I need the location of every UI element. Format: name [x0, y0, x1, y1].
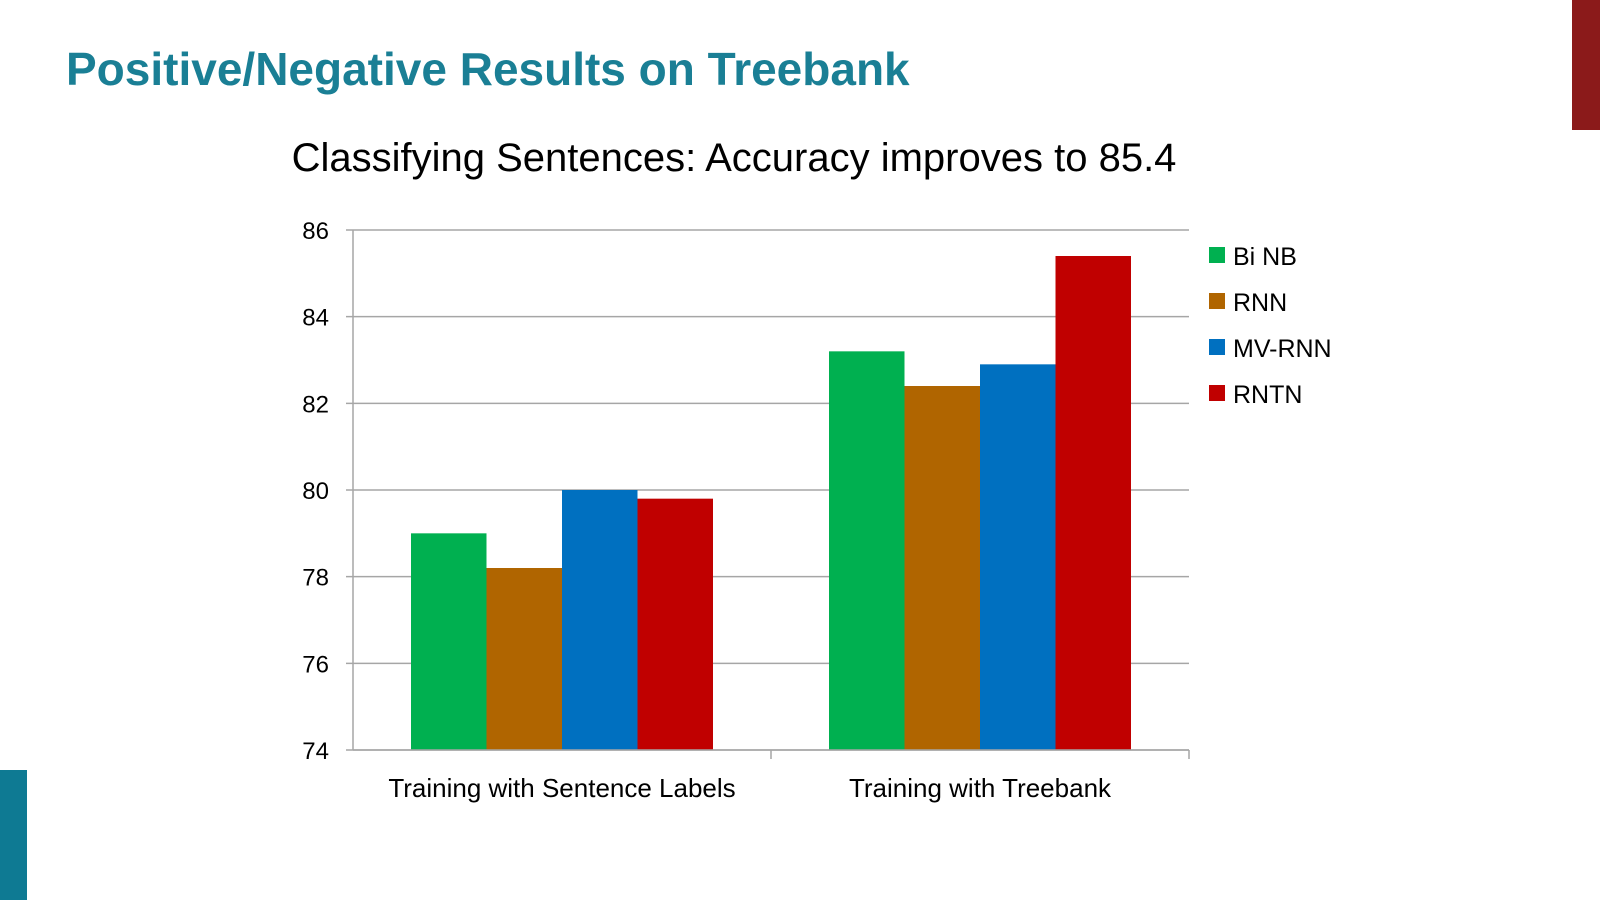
accent-bar-bottom-left [0, 770, 27, 900]
legend-label: RNN [1233, 289, 1287, 317]
legend-swatch-rntn [1209, 385, 1225, 401]
y-tick-label: 76 [302, 651, 329, 678]
legend-label: RNTN [1233, 381, 1302, 409]
legend-swatch-rnn [1209, 293, 1225, 309]
y-tick-label: 80 [302, 478, 329, 505]
y-tick-label: 74 [302, 738, 329, 765]
bar-rnn-1 [486, 568, 562, 750]
y-tick-label: 82 [302, 391, 329, 418]
bar-mv-rnn-1 [562, 490, 638, 750]
y-tick-label: 86 [302, 218, 329, 245]
bar-bi-nb-1 [411, 533, 487, 750]
legend-label: MV-RNN [1233, 335, 1332, 363]
accent-bar-top-right [1572, 0, 1600, 130]
axes: 74 76 78 80 82 84 86 Training with Sentence Lab… [302, 218, 1190, 803]
bar-rnn-2 [904, 386, 980, 750]
chart-title: Classifying Sentences: Accuracy improves… [292, 136, 1177, 180]
x-category-label: Training with Treebank [849, 773, 1112, 803]
y-tick-label: 78 [302, 565, 329, 592]
bar-bi-nb-2 [829, 351, 905, 750]
legend-swatch-bi-nb [1209, 247, 1225, 263]
legend-label: Bi NB [1233, 243, 1297, 271]
x-category-label: Training with Sentence Labels [388, 773, 735, 803]
slide-title: Positive/Negative Results on Treebank [66, 43, 910, 95]
bars [411, 256, 1131, 750]
bar-mv-rnn-2 [980, 364, 1056, 750]
y-tick-label: 84 [302, 305, 329, 332]
bar-rntn-1 [637, 498, 713, 750]
legend-swatch-mv-rnn [1209, 339, 1225, 355]
legend: Bi NB RNN MV-RNN RNTN [1209, 243, 1332, 409]
bar-rntn-2 [1055, 256, 1131, 750]
